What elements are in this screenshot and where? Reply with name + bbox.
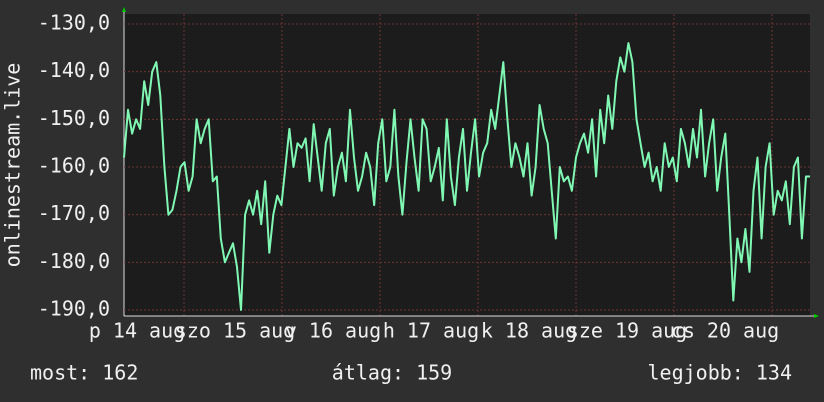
x-tick-label: k 18 aug bbox=[481, 319, 577, 343]
x-tick-label: sze 19 aug bbox=[567, 319, 687, 343]
y-tick-label: -140,0 bbox=[38, 58, 110, 82]
y-tick-label: -190,0 bbox=[38, 297, 110, 321]
y-tick-label: -170,0 bbox=[38, 201, 110, 225]
data-line bbox=[123, 42, 810, 311]
footer-current: most: 162 bbox=[30, 361, 138, 385]
x-tick-label: p 14 aug bbox=[89, 319, 185, 343]
x-tick-label: v 16 aug bbox=[285, 319, 381, 343]
y-tick-label: -180,0 bbox=[38, 249, 110, 273]
y-tick-label: -130,0 bbox=[38, 11, 110, 35]
footer-best: legjobb: 134 bbox=[648, 361, 793, 385]
x-tick-label: cs 20 aug bbox=[671, 319, 779, 343]
x-tick-label: szo 15 aug bbox=[175, 319, 295, 343]
x-tick-label: h 17 aug bbox=[383, 319, 479, 343]
footer-average: átlag: 159 bbox=[332, 361, 452, 385]
y-label: onlinestream.live bbox=[1, 63, 25, 268]
x-arrow bbox=[814, 314, 819, 318]
plot-area bbox=[124, 14, 810, 316]
y-tick-label: -150,0 bbox=[38, 106, 110, 130]
y-arrow bbox=[122, 7, 126, 12]
y-tick-label: -160,0 bbox=[38, 154, 110, 178]
